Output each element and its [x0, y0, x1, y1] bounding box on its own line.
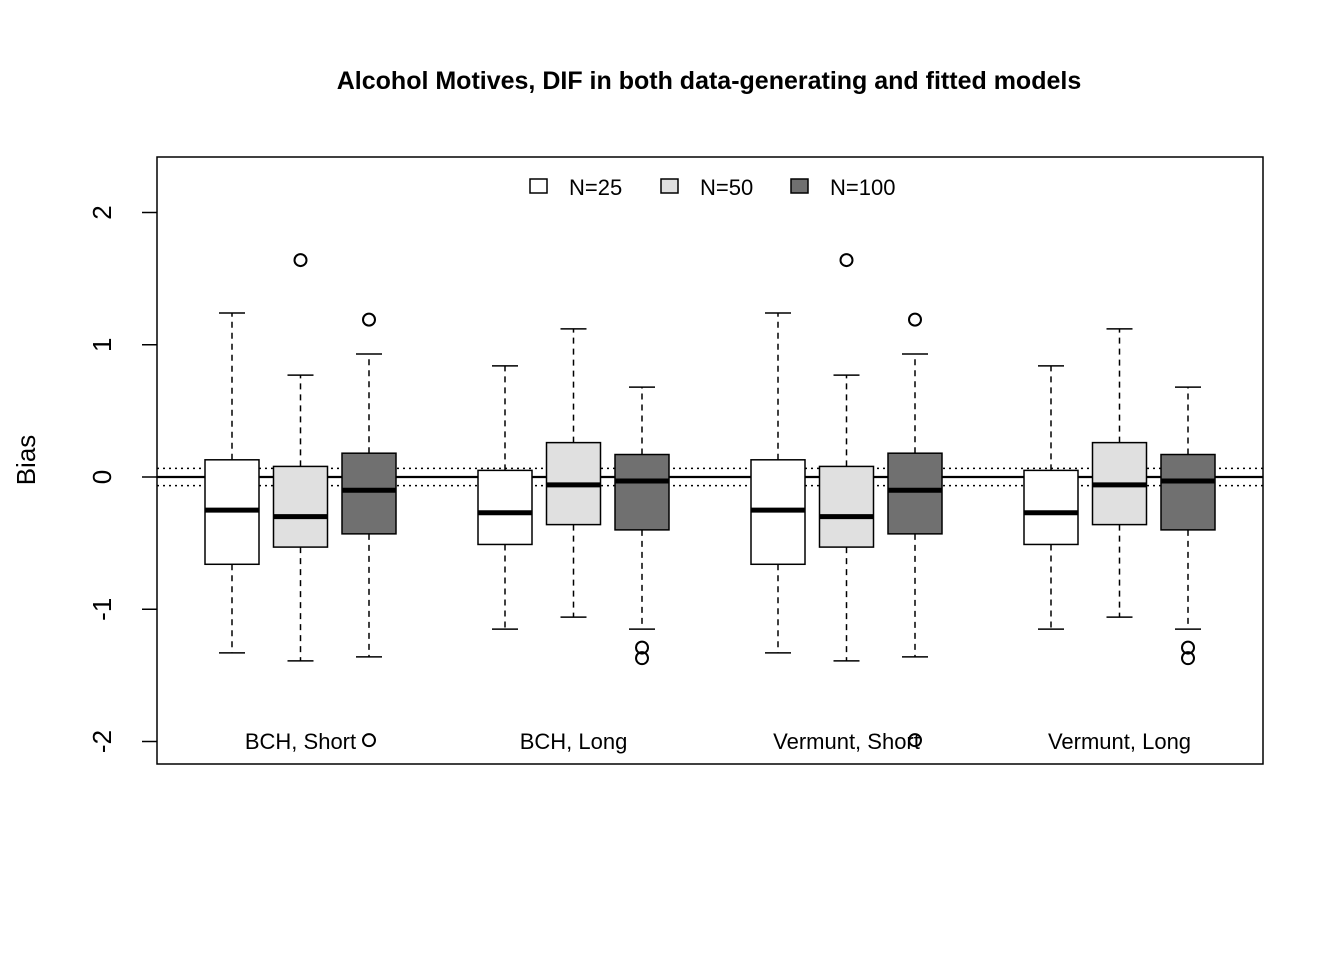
group-label: Vermunt, Long [1048, 729, 1191, 754]
group-label: BCH, Long [520, 729, 628, 754]
outlier-point [839, 253, 854, 268]
y-tick-label: 2 [87, 205, 117, 219]
box [1160, 453, 1216, 531]
y-axis: -2 -1 0 1 2 [87, 205, 157, 753]
group-label: BCH, Short [245, 729, 356, 754]
legend-swatch [529, 178, 548, 194]
box [1023, 469, 1079, 546]
box [887, 452, 943, 535]
outlier-point [1181, 651, 1195, 666]
box [614, 453, 670, 531]
plot-frame [156, 156, 1264, 765]
group-label: Vermunt, Short [773, 729, 920, 754]
outlier-point [362, 312, 376, 327]
y-tick-label: -1 [87, 598, 117, 621]
group-labels: BCH, Short BCH, Long Vermunt, Short Vermunt… [245, 729, 1191, 754]
legend: N=25 N=50 N=100 [529, 175, 895, 200]
outlier-point [908, 312, 922, 327]
y-tick-label: -2 [87, 730, 117, 753]
outlier-point [635, 651, 649, 666]
y-axis-label: Bias [11, 435, 41, 486]
box [341, 452, 397, 535]
box [818, 465, 875, 548]
legend-label: N=100 [830, 175, 895, 200]
y-tick-label: 1 [87, 338, 117, 352]
y-tick-label: 0 [87, 470, 117, 484]
box [272, 465, 329, 548]
legend-label: N=25 [569, 175, 622, 200]
chart-title: Alcohol Motives, DIF in both data-genera… [337, 67, 1081, 95]
legend-swatch [790, 178, 809, 194]
box [477, 469, 533, 546]
outlier-point [293, 253, 308, 268]
outlier-point [908, 733, 922, 748]
legend-label: N=50 [700, 175, 753, 200]
outlier-point [362, 733, 376, 748]
legend-swatch [660, 178, 679, 194]
boxplots [204, 253, 1216, 748]
outlier-point [1181, 640, 1195, 655]
outlier-point [635, 640, 649, 655]
